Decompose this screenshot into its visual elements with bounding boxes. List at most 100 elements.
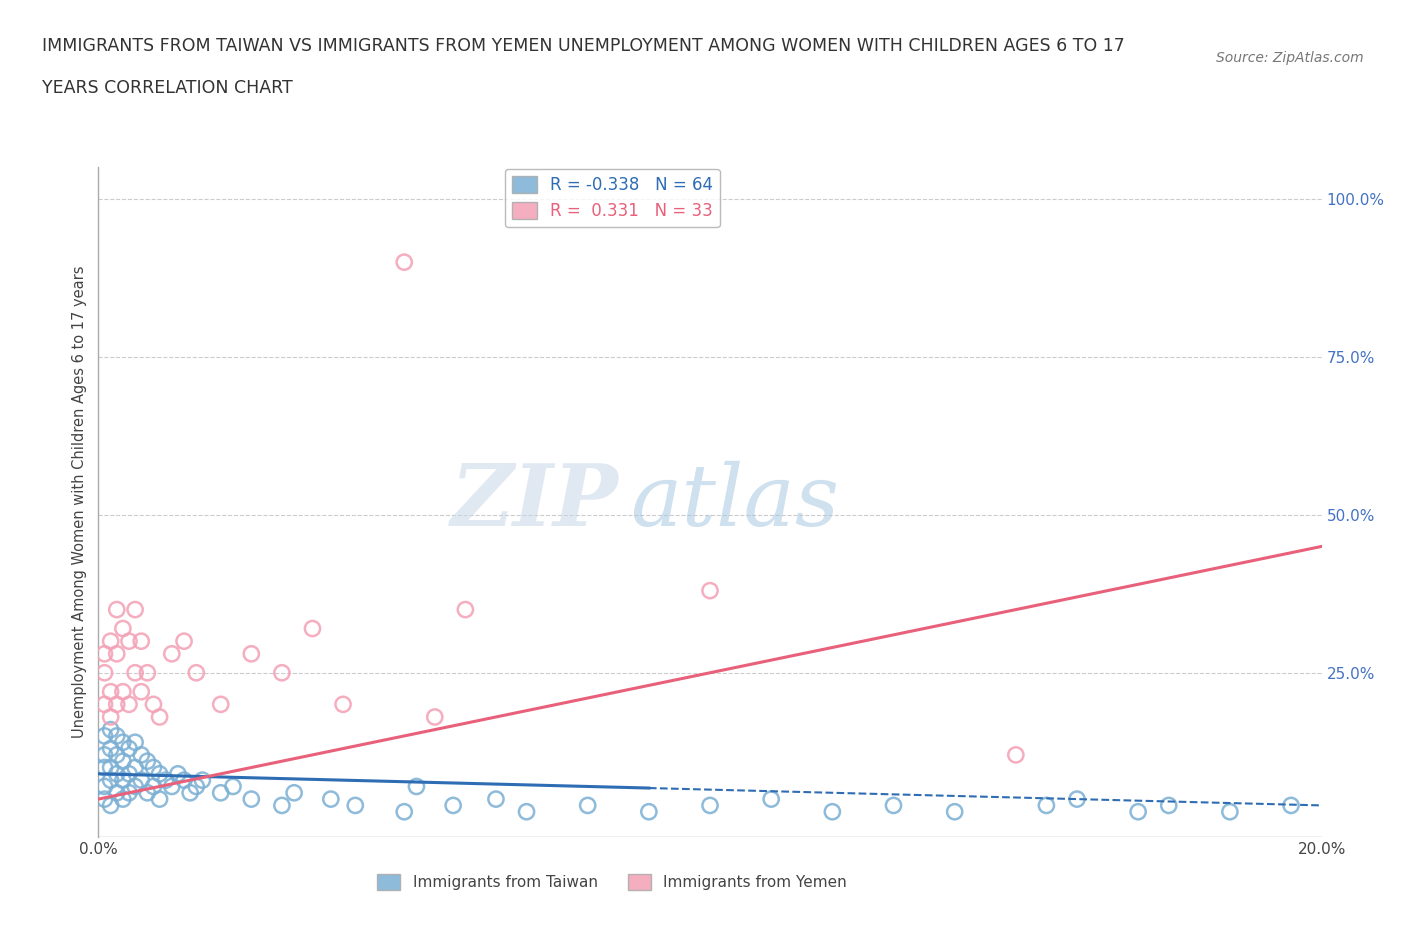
Point	[160, 779, 183, 794]
Point	[124, 602, 146, 617]
Point	[118, 741, 141, 756]
Point	[118, 766, 141, 781]
Point	[111, 735, 134, 750]
Point	[111, 684, 134, 699]
Point	[405, 779, 427, 794]
Point	[105, 748, 128, 763]
Point	[516, 804, 538, 819]
Point	[118, 785, 141, 800]
Point	[118, 633, 141, 648]
Point	[93, 697, 115, 711]
Point	[105, 646, 128, 661]
Point	[142, 697, 165, 711]
Point	[160, 646, 183, 661]
Point	[142, 760, 165, 775]
Point	[699, 583, 721, 598]
Point	[155, 773, 177, 788]
Point	[100, 741, 122, 756]
Text: IMMIGRANTS FROM TAIWAN VS IMMIGRANTS FROM YEMEN UNEMPLOYMENT AMONG WOMEN WITH CH: IMMIGRANTS FROM TAIWAN VS IMMIGRANTS FRO…	[42, 37, 1125, 55]
Point	[270, 798, 292, 813]
Point	[136, 665, 159, 680]
Point	[1128, 804, 1150, 819]
Point	[441, 798, 464, 813]
Point	[637, 804, 661, 819]
Point	[332, 697, 354, 711]
Point	[699, 798, 721, 813]
Point	[301, 621, 323, 636]
Point	[93, 665, 115, 680]
Point	[149, 791, 172, 806]
Point	[111, 791, 134, 806]
Point	[821, 804, 844, 819]
Point	[105, 697, 128, 711]
Point	[93, 728, 115, 743]
Point	[191, 773, 214, 788]
Point	[100, 723, 122, 737]
Point	[149, 766, 172, 781]
Point	[93, 646, 115, 661]
Point	[129, 773, 152, 788]
Point	[943, 804, 966, 819]
Point	[209, 785, 232, 800]
Point	[173, 773, 195, 788]
Point	[136, 753, 159, 768]
Point	[124, 779, 146, 794]
Point	[129, 748, 152, 763]
Point	[105, 602, 128, 617]
Point	[93, 779, 115, 794]
Point	[1219, 804, 1241, 819]
Legend: Immigrants from Taiwan, Immigrants from Yemen: Immigrants from Taiwan, Immigrants from …	[371, 868, 853, 897]
Point	[100, 684, 122, 699]
Point	[111, 773, 134, 788]
Text: YEARS CORRELATION CHART: YEARS CORRELATION CHART	[42, 79, 292, 97]
Point	[344, 798, 367, 813]
Point	[209, 697, 232, 711]
Point	[283, 785, 305, 800]
Point	[1157, 798, 1180, 813]
Point	[1279, 798, 1302, 813]
Point	[129, 633, 152, 648]
Point	[423, 710, 446, 724]
Y-axis label: Unemployment Among Women with Children Ages 6 to 17 years: Unemployment Among Women with Children A…	[72, 266, 87, 738]
Point	[100, 710, 122, 724]
Point	[111, 621, 134, 636]
Point	[179, 785, 201, 800]
Point	[392, 255, 416, 270]
Point	[93, 748, 115, 763]
Point	[186, 779, 208, 794]
Point	[142, 779, 165, 794]
Point	[485, 791, 508, 806]
Point	[100, 760, 122, 775]
Point	[883, 798, 905, 813]
Text: atlas: atlas	[630, 461, 839, 543]
Point	[1035, 798, 1057, 813]
Point	[111, 753, 134, 768]
Point	[1004, 748, 1026, 763]
Point	[576, 798, 599, 813]
Point	[454, 602, 477, 617]
Point	[167, 766, 190, 781]
Point	[124, 735, 146, 750]
Text: Source: ZipAtlas.com: Source: ZipAtlas.com	[1216, 51, 1364, 65]
Point	[222, 779, 245, 794]
Point	[319, 791, 342, 806]
Point	[149, 710, 172, 724]
Point	[240, 646, 263, 661]
Point	[118, 697, 141, 711]
Point	[270, 665, 292, 680]
Point	[93, 760, 115, 775]
Point	[1066, 791, 1088, 806]
Point	[124, 665, 146, 680]
Text: ZIP: ZIP	[450, 460, 619, 544]
Point	[124, 760, 146, 775]
Point	[105, 785, 128, 800]
Point	[105, 766, 128, 781]
Point	[93, 791, 115, 806]
Point	[392, 804, 416, 819]
Point	[100, 798, 122, 813]
Point	[105, 728, 128, 743]
Point	[240, 791, 263, 806]
Point	[186, 665, 208, 680]
Point	[173, 633, 195, 648]
Point	[100, 633, 122, 648]
